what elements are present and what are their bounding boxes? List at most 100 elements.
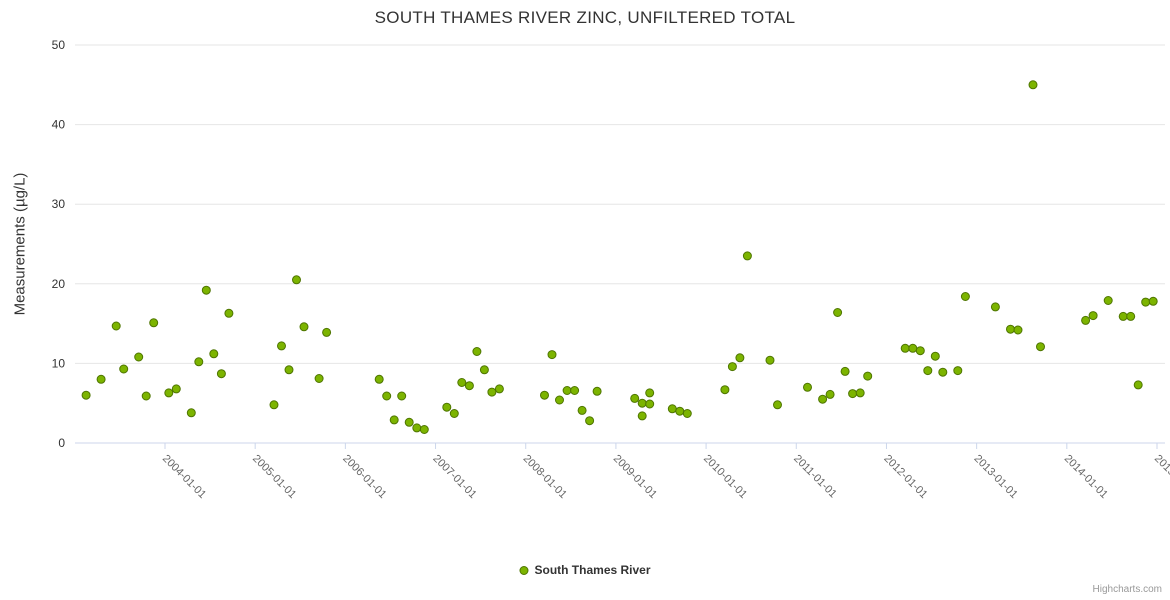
data-point[interactable] (284, 365, 294, 375)
data-point[interactable] (479, 365, 489, 375)
legend-item-south-thames-river[interactable]: South Thames River (519, 563, 651, 577)
data-point[interactable] (382, 391, 392, 401)
data-point[interactable] (1028, 80, 1038, 90)
data-point[interactable] (938, 367, 948, 377)
data-point[interactable] (292, 275, 301, 285)
data-point[interactable] (487, 387, 497, 397)
data-point[interactable] (314, 374, 324, 383)
data-point[interactable] (1148, 296, 1158, 306)
data-point[interactable] (900, 343, 910, 353)
y-tick-label: 0 (58, 436, 65, 450)
data-point[interactable] (442, 402, 452, 412)
data-point[interactable] (201, 285, 211, 295)
data-point[interactable] (277, 341, 286, 351)
data-point[interactable] (1088, 311, 1098, 321)
data-point[interactable] (1118, 311, 1128, 321)
data-point[interactable] (464, 381, 474, 391)
data-point[interactable] (1126, 311, 1136, 321)
x-tick-label: 2008-01-01 (521, 453, 569, 501)
data-point[interactable] (472, 347, 482, 356)
data-point[interactable] (570, 386, 580, 395)
data-point[interactable] (194, 357, 204, 367)
data-point[interactable] (119, 364, 129, 374)
data-point[interactable] (645, 399, 655, 409)
data-point[interactable] (1013, 325, 1023, 335)
data-point[interactable] (449, 409, 459, 418)
data-point[interactable] (171, 384, 181, 394)
data-point[interactable] (990, 302, 1000, 312)
data-point[interactable] (637, 411, 647, 421)
data-point[interactable] (675, 406, 685, 416)
x-tick-label: 2005-01-01 (250, 453, 298, 501)
y-tick-label: 50 (52, 38, 66, 52)
data-point[interactable] (667, 404, 677, 414)
data-point[interactable] (149, 318, 159, 328)
data-point[interactable] (825, 389, 835, 399)
data-point[interactable] (404, 417, 414, 427)
data-point[interactable] (735, 353, 745, 363)
data-point[interactable] (915, 346, 925, 356)
data-point[interactable] (773, 400, 782, 410)
data-point[interactable] (930, 351, 940, 361)
data-point[interactable] (224, 308, 234, 318)
data-point[interactable] (216, 369, 226, 379)
data-point[interactable] (209, 349, 219, 359)
data-point[interactable] (863, 371, 873, 381)
data-point[interactable] (637, 398, 647, 408)
chart-title: SOUTH THAMES RIVER ZINC, UNFILTERED TOTA… (374, 8, 796, 27)
data-point[interactable] (953, 366, 963, 376)
x-tick-label: 2010-01-01 (701, 453, 749, 501)
data-point[interactable] (457, 378, 467, 387)
data-point[interactable] (186, 408, 196, 418)
data-point[interactable] (1141, 297, 1151, 307)
data-point[interactable] (727, 362, 737, 372)
data-point[interactable] (96, 374, 106, 384)
data-point[interactable] (803, 382, 812, 392)
data-point[interactable] (547, 350, 557, 360)
data-point[interactable] (299, 322, 309, 332)
data-point[interactable] (682, 409, 692, 418)
data-point[interactable] (374, 374, 384, 384)
highcharts-credits-link[interactable]: Highcharts.com (1092, 584, 1162, 595)
data-point[interactable] (1081, 315, 1091, 325)
data-point[interactable] (742, 251, 752, 261)
data-point[interactable] (645, 388, 655, 398)
data-point[interactable] (840, 366, 850, 376)
data-point[interactable] (111, 321, 121, 331)
data-point[interactable] (923, 366, 933, 376)
data-point[interactable] (630, 393, 640, 403)
data-point[interactable] (141, 391, 151, 401)
data-point[interactable] (1036, 342, 1045, 352)
data-point[interactable] (818, 394, 828, 404)
data-point[interactable] (81, 390, 91, 400)
data-point[interactable] (397, 391, 407, 401)
data-point[interactable] (494, 384, 504, 394)
data-point[interactable] (322, 327, 332, 337)
data-point[interactable] (555, 395, 564, 405)
data-point[interactable] (833, 308, 843, 317)
data-point[interactable] (134, 352, 144, 362)
data-point[interactable] (1133, 380, 1143, 390)
data-point[interactable] (908, 343, 918, 353)
data-point[interactable] (412, 423, 422, 433)
data-point[interactable] (585, 416, 595, 426)
data-point[interactable] (1103, 296, 1113, 305)
data-point[interactable] (1006, 324, 1015, 334)
data-point[interactable] (592, 386, 602, 396)
data-point[interactable] (540, 390, 549, 400)
data-point[interactable] (577, 405, 587, 415)
y-tick-label: 40 (52, 118, 66, 132)
data-point[interactable] (269, 400, 279, 410)
y-tick-label: 30 (52, 197, 66, 211)
x-tick-label: 2013-01-01 (972, 453, 1020, 501)
x-tick-label: 2006-01-01 (340, 453, 388, 501)
data-point[interactable] (765, 355, 775, 365)
data-point[interactable] (720, 385, 730, 395)
data-point[interactable] (164, 388, 174, 398)
data-point[interactable] (389, 415, 399, 425)
data-point[interactable] (960, 292, 970, 301)
data-point[interactable] (848, 389, 858, 399)
data-point[interactable] (855, 388, 865, 398)
data-point[interactable] (419, 425, 429, 434)
data-point[interactable] (562, 386, 572, 395)
